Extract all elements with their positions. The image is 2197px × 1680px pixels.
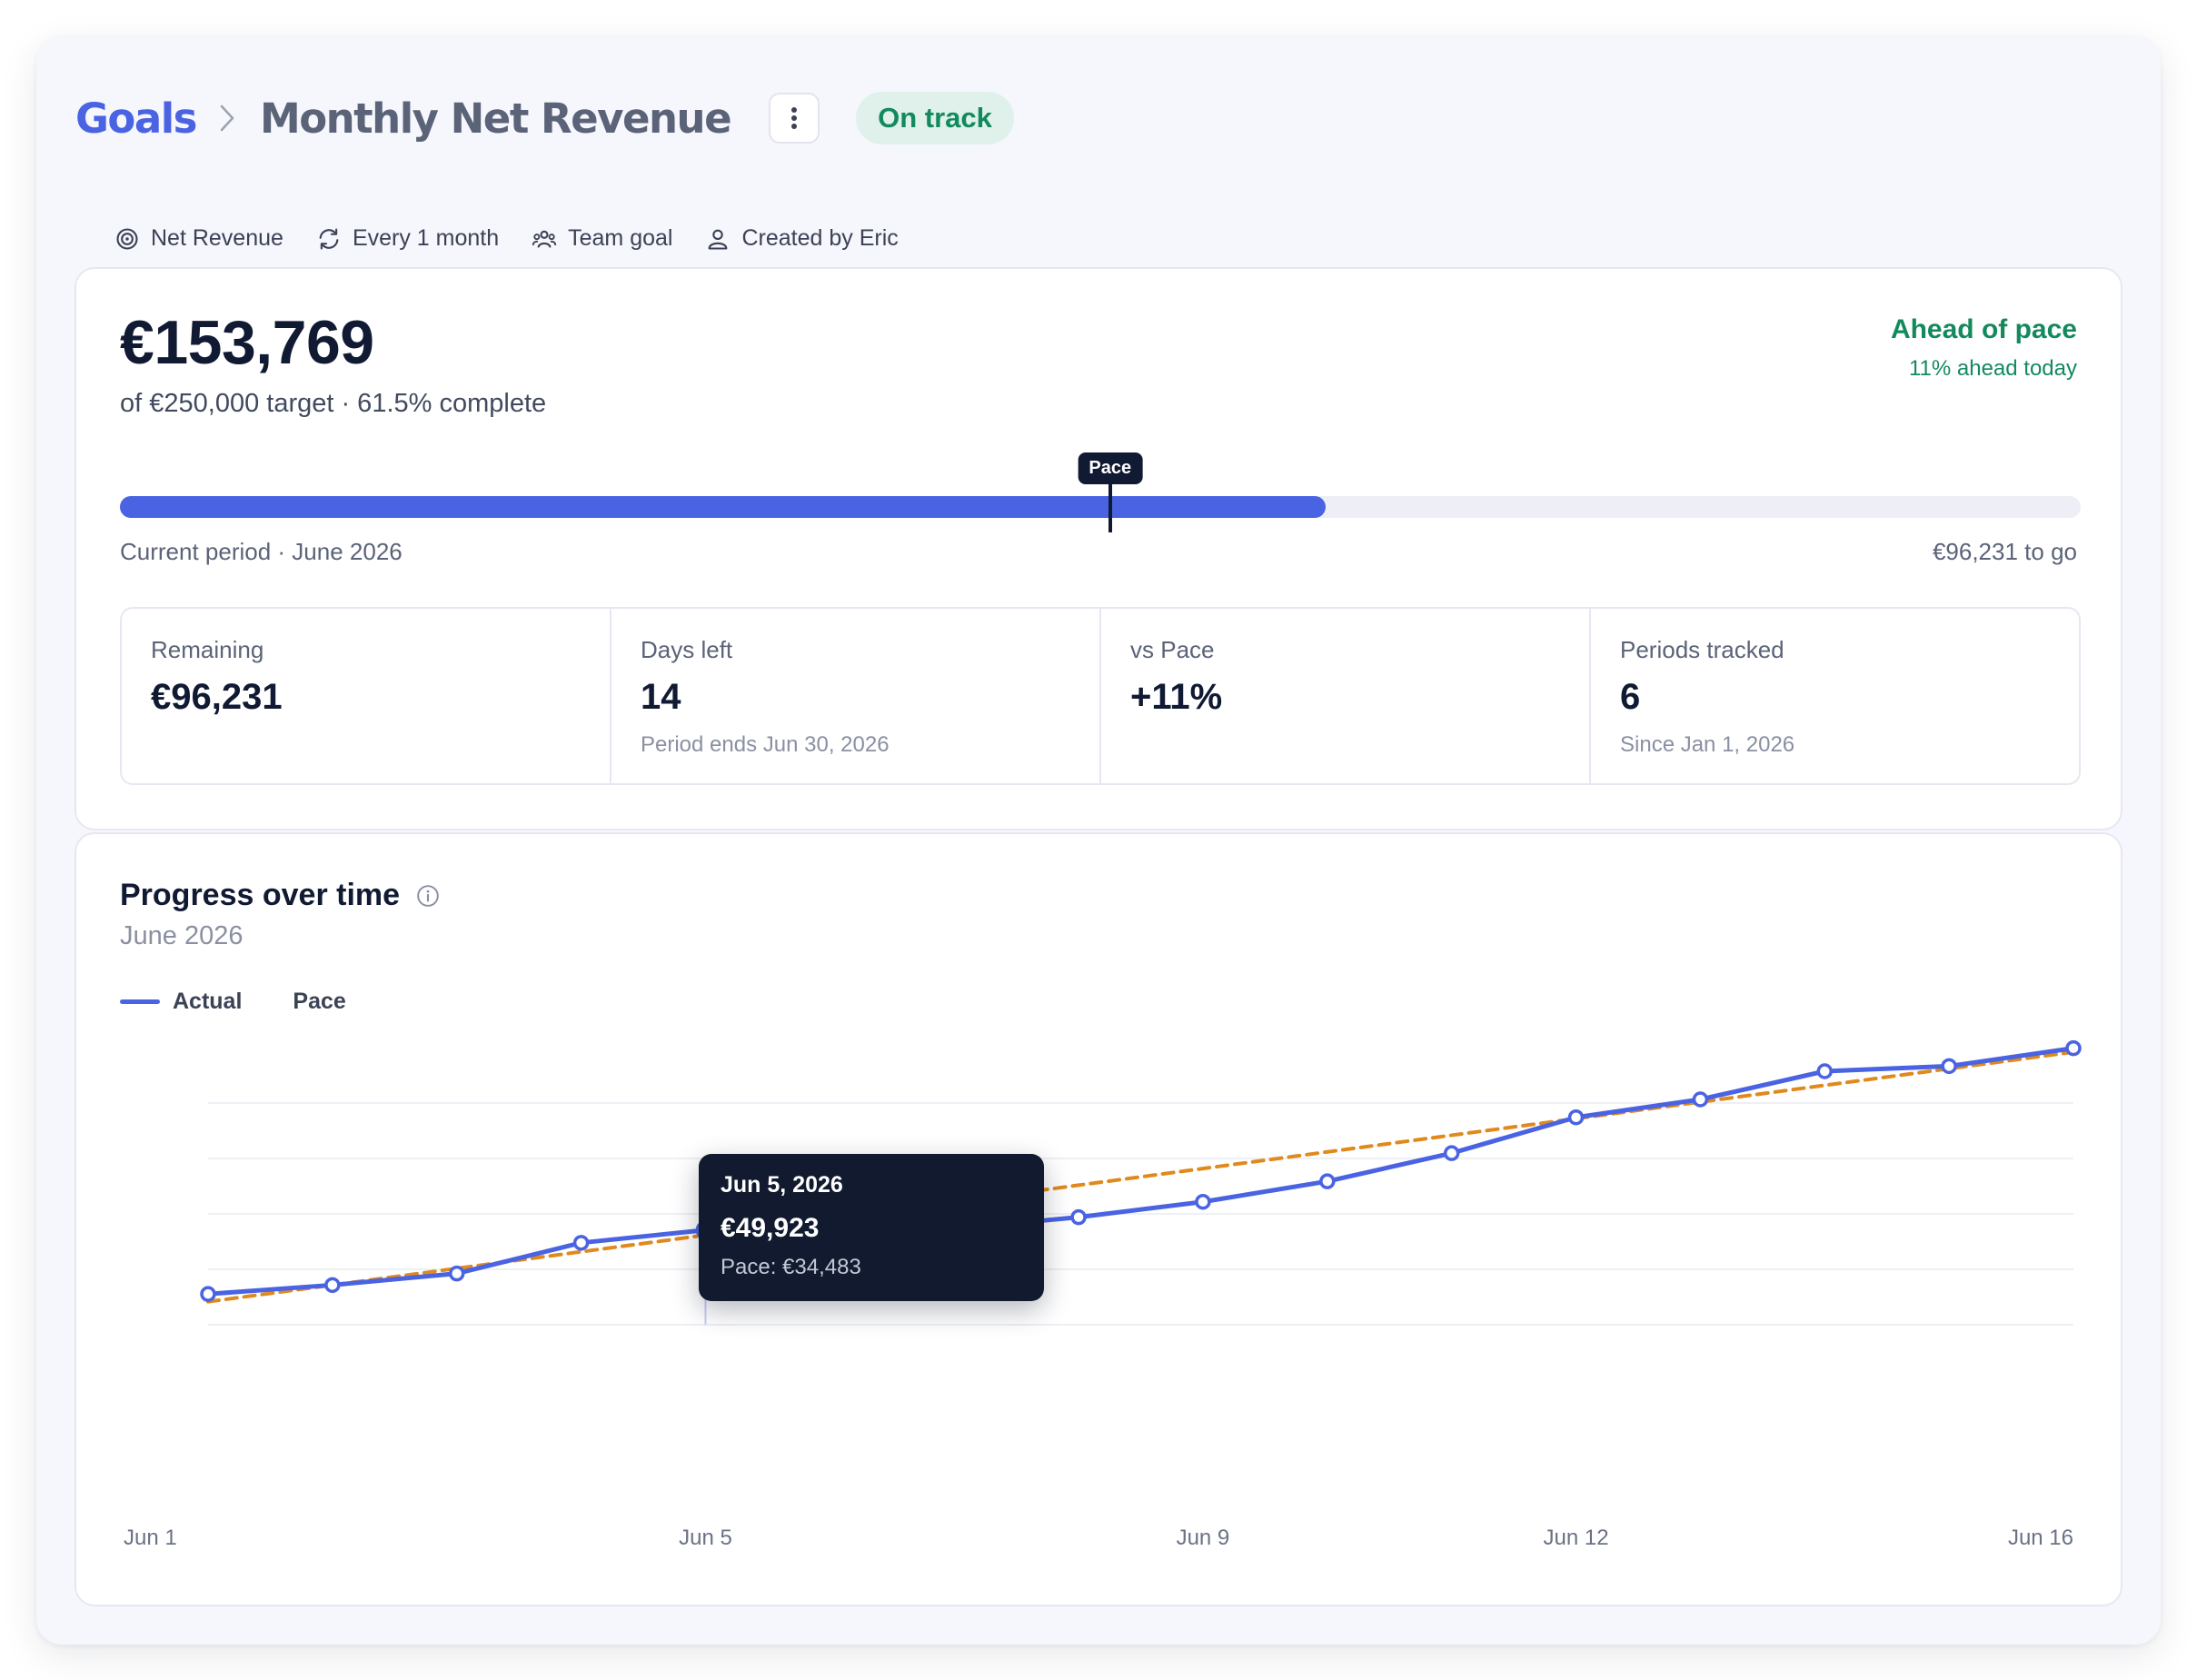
- chart-title-text: Progress over time: [120, 878, 401, 912]
- stat-vs-pace: vs Pace +11%: [1101, 609, 1591, 783]
- stat-label: vs Pace: [1130, 636, 1215, 663]
- info-icon[interactable]: [416, 884, 440, 908]
- team-icon: [532, 230, 557, 248]
- data-point-actual: [448, 1265, 465, 1282]
- legend-actual-label: Actual: [173, 989, 243, 1014]
- stat-value: 6: [1620, 677, 1641, 717]
- meta-metric-label: Net Revenue: [151, 225, 283, 251]
- data-point-actual: [1195, 1193, 1211, 1210]
- pace-status-title: Ahead of pace: [1890, 314, 2077, 344]
- goal-window: Goals Monthly Net Revenue On track Net R…: [36, 36, 2161, 1645]
- page-title: Monthly Net Revenue: [259, 94, 732, 143]
- status-badge: On track: [856, 92, 1014, 144]
- progress-track: Pace: [120, 452, 2081, 532]
- chart-title: Progress over time: [120, 878, 440, 913]
- stats-grid: Remaining €96,231 Days left 14 Period en…: [120, 607, 2081, 785]
- stat-days-left: Days left 14 Period ends Jun 30, 2026: [611, 609, 1101, 783]
- legend-pace-label: Pace: [293, 989, 346, 1014]
- data-point-actual: [1319, 1173, 1336, 1189]
- stat-label: Remaining: [151, 636, 264, 663]
- stat-value: €96,231: [151, 677, 283, 717]
- chart-legend: Actual Pace: [120, 989, 346, 1015]
- stat-value: +11%: [1130, 677, 1223, 717]
- meta-metric: Net Revenue: [114, 225, 283, 252]
- data-point-actual: [1692, 1091, 1709, 1108]
- chevron-right-icon: [218, 103, 236, 134]
- data-point-actual: [2065, 1039, 2082, 1057]
- stat-value: 14: [641, 677, 681, 717]
- x-tick-label: Jun 12: [1544, 1526, 1609, 1550]
- stat-label: Days left: [641, 636, 733, 663]
- x-tick-label: Jun 1: [124, 1526, 177, 1550]
- meta-creator-label: Created by Eric: [741, 225, 899, 251]
- progress-chart-card: Jun 1 Jun 5 Jun 9 Jun 12 Jun 16 Progress ove…: [75, 832, 2122, 1606]
- progress-chart[interactable]: Jun 1 Jun 5 Jun 9 Jun 12 Jun 16: [76, 834, 2121, 1605]
- legend-actual[interactable]: Actual: [120, 989, 242, 1015]
- pace-indicator: Ahead of pace 11% ahead today: [1891, 314, 2077, 382]
- data-point-actual: [1941, 1058, 1957, 1075]
- stat-remaining: Remaining €96,231: [122, 609, 611, 783]
- refresh-icon: [319, 227, 339, 250]
- meta-team: Team goal: [532, 225, 672, 252]
- stat-sub: Since Jan 1, 2026: [1620, 732, 1795, 757]
- data-point-actual: [1070, 1208, 1087, 1226]
- series-line-actual: [205, 1046, 2076, 1297]
- current-value: €153,769: [120, 308, 374, 377]
- tooltip-value: €49,923: [721, 1213, 820, 1243]
- x-tick-label: Jun 9: [1177, 1526, 1230, 1550]
- meta-frequency-label: Every 1 month: [352, 225, 500, 251]
- pace-marker: [1108, 480, 1112, 532]
- data-point-actual: [1816, 1063, 1834, 1079]
- meta-team-label: Team goal: [568, 225, 673, 251]
- meta-frequency: Every 1 month: [316, 225, 499, 252]
- legend-actual-swatch: [120, 999, 160, 1004]
- progress-fill: [120, 496, 1327, 518]
- goal-summary-card: €153,769 of €250,000 target · 61.5% comp…: [75, 267, 2122, 830]
- target-icon: [116, 227, 138, 250]
- meta-creator: Created by Eric: [705, 225, 899, 252]
- data-point-actual: [572, 1235, 590, 1251]
- legend-pace[interactable]: Pace: [293, 989, 345, 1015]
- pace-tag: Pace: [1078, 452, 1143, 484]
- current-period-label: Current period · June 2026: [120, 538, 403, 565]
- x-tick-label: Jun 16: [2008, 1526, 2073, 1550]
- data-point-actual: [200, 1286, 216, 1302]
- data-point-actual: [1567, 1108, 1585, 1126]
- x-tick-label: Jun 5: [679, 1526, 732, 1550]
- breadcrumb-goals-link[interactable]: Goals: [75, 94, 197, 143]
- tooltip-date: Jun 5, 2026: [721, 1172, 843, 1198]
- stat-label: Periods tracked: [1620, 636, 1784, 663]
- goal-meta-row: Net Revenue Every 1 month Team goal: [114, 225, 899, 252]
- page-header: Goals Monthly Net Revenue On track: [75, 75, 1014, 162]
- data-point-actual: [1443, 1145, 1460, 1161]
- pace-status-sub: 11% ahead today: [1908, 356, 2077, 381]
- data-point-actual: [324, 1277, 341, 1294]
- chart-subtitle: June 2026: [120, 921, 244, 950]
- more-vertical-icon: [791, 107, 798, 129]
- chart-tooltip: Jun 5, 2026 €49,923 Pace: €34,483: [699, 1154, 1044, 1301]
- stat-sub: Period ends Jun 30, 2026: [641, 732, 890, 757]
- user-icon: [709, 229, 728, 250]
- tooltip-pace: Pace: €34,483: [721, 1255, 861, 1279]
- more-options-button[interactable]: [769, 93, 820, 144]
- target-text: of €250,000 target · 61.5% complete: [120, 389, 547, 418]
- to-go-label: €96,231 to go: [1932, 538, 2077, 565]
- stat-periods-tracked: Periods tracked 6 Since Jan 1, 2026: [1591, 609, 2079, 783]
